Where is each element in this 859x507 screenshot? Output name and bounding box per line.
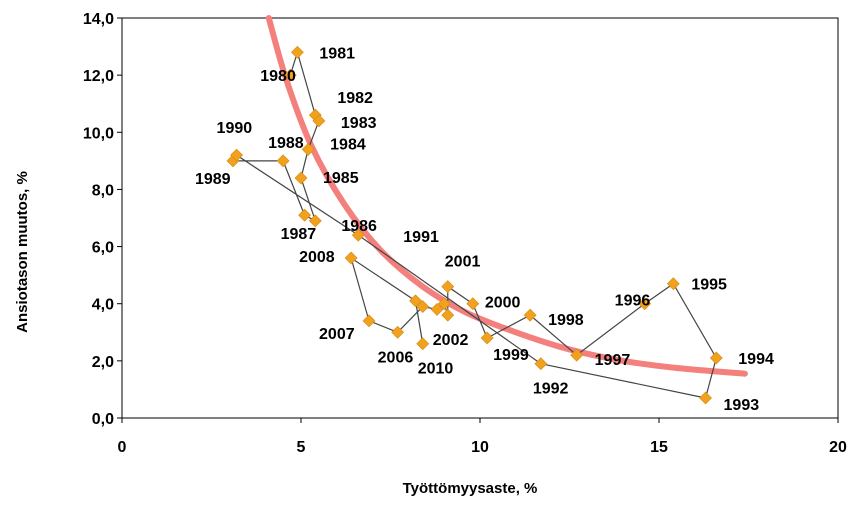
- data-point-1987: [298, 208, 312, 222]
- data-point-1988: [276, 154, 290, 168]
- y-tick-label: 12,0: [83, 68, 114, 85]
- year-label-1983: 1983: [341, 115, 377, 132]
- x-tick-label: 10: [471, 439, 489, 456]
- year-label-1996: 1996: [615, 293, 651, 310]
- y-tick-label: 0,0: [92, 411, 114, 428]
- year-label-1998: 1998: [548, 312, 584, 329]
- year-label-2008: 2008: [299, 249, 335, 266]
- year-label-2000: 2000: [485, 295, 521, 312]
- data-point-1980: [283, 68, 297, 82]
- data-point-2000: [466, 297, 480, 311]
- year-label-1980: 1980: [260, 68, 296, 85]
- data-point-2005: [416, 300, 430, 313]
- data-point-2003: [437, 297, 451, 311]
- x-tick-label: 0: [118, 439, 127, 456]
- year-label-1986: 1986: [341, 218, 377, 235]
- point-labels: 1980 1981 1982 1983 1984 1985 1986 1987 1988 1989…: [195, 45, 774, 414]
- y-axis-title: Ansiotason muutos, %: [14, 171, 31, 333]
- year-label-1997: 1997: [595, 352, 631, 369]
- data-point-1992: [534, 357, 548, 371]
- data-point-1991: [351, 228, 365, 242]
- year-label-1990: 1990: [217, 120, 253, 137]
- data-point-1985: [294, 171, 308, 185]
- trend-curve: [265, 15, 748, 377]
- y-tick-label: 10,0: [83, 125, 114, 142]
- year-label-1982: 1982: [337, 90, 373, 107]
- year-label-1987: 1987: [281, 226, 317, 243]
- data-point-1997: [570, 348, 584, 362]
- data-point-2007: [362, 314, 376, 328]
- y-axis: 0,0 2,0 4,0 6,0 8,0 10,0 12,0 14,0: [83, 11, 122, 428]
- year-label-1995: 1995: [691, 277, 727, 294]
- data-point-1995: [666, 277, 680, 291]
- year-label-2007: 2007: [319, 326, 355, 343]
- data-point-2008: [344, 251, 358, 265]
- year-label-1988: 1988: [268, 135, 304, 152]
- year-label-1984: 1984: [330, 136, 366, 153]
- year-label-2002: 2002: [433, 332, 469, 349]
- data-point-1999: [480, 331, 494, 345]
- y-tick-label: 14,0: [83, 11, 114, 28]
- x-axis-title: Työttömyysaste, %: [403, 480, 538, 497]
- data-point-1983: [312, 114, 326, 128]
- x-tick-label: 5: [297, 439, 306, 456]
- year-label-1992: 1992: [533, 381, 569, 398]
- y-tick-label: 4,0: [92, 297, 114, 314]
- data-point-2006: [391, 325, 405, 339]
- data-point-2001: [441, 280, 455, 293]
- year-label-1994: 1994: [738, 351, 774, 368]
- data-point-1984: [301, 143, 315, 156]
- y-tick-label: 2,0: [92, 354, 114, 371]
- data-point-2009: [409, 294, 422, 308]
- data-point-1996: [638, 297, 652, 311]
- data-point-1986: [308, 214, 322, 228]
- data-point-1990: [230, 148, 243, 162]
- y-tick-label: 6,0: [92, 240, 114, 257]
- year-label-2010: 2010: [418, 361, 454, 378]
- data-point-2004: [430, 303, 444, 316]
- x-tick-label: 20: [829, 439, 847, 456]
- year-label-1985: 1985: [323, 170, 359, 187]
- data-point-2010: [416, 337, 430, 351]
- year-label-1989: 1989: [195, 171, 231, 188]
- data-point-1994: [709, 351, 723, 365]
- year-label-2001: 2001: [445, 254, 481, 271]
- y-tick-label: 8,0: [92, 182, 114, 199]
- data-point-2002: [441, 308, 455, 322]
- x-axis: 0 5 10 15 20: [118, 418, 847, 456]
- plot-area: [121, 17, 839, 419]
- year-label-1981: 1981: [319, 45, 355, 62]
- year-label-1993: 1993: [724, 397, 760, 414]
- data-markers: [226, 45, 723, 405]
- x-tick-label: 15: [650, 439, 668, 456]
- year-label-1991: 1991: [403, 229, 439, 246]
- year-label-2006: 2006: [378, 349, 414, 366]
- data-point-1981: [290, 45, 304, 59]
- year-label-1999: 1999: [493, 347, 529, 364]
- data-point-1998: [523, 308, 537, 322]
- data-point-1993: [699, 391, 712, 405]
